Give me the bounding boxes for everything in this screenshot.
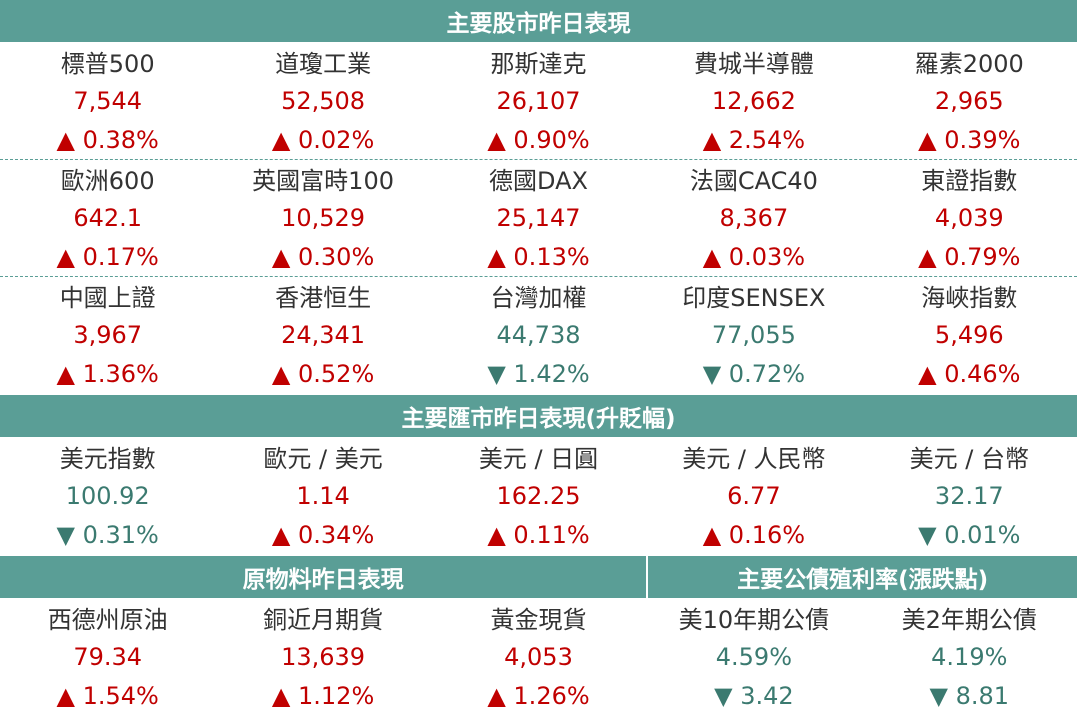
item-change: ▼ 0.01%: [918, 520, 1021, 549]
item-value: 24,341: [281, 320, 366, 349]
item-change: ▼ 8.81: [929, 681, 1010, 710]
item-name: 道瓊工業: [275, 50, 372, 78]
item-change: ▲ 1.54%: [56, 681, 159, 710]
item-value: 1.14: [296, 481, 350, 510]
item-name: 歐洲600: [60, 167, 155, 195]
item-name: 黃金現貨: [490, 606, 587, 634]
item-name: 印度SENSEX: [682, 284, 826, 312]
item-change: ▲ 0.52%: [271, 359, 375, 388]
item-change: ▼ 0.31%: [56, 520, 159, 549]
item-value: 4.59%: [715, 642, 792, 671]
item-name: 東證指數: [921, 167, 1018, 195]
item-value: 3,967: [73, 320, 143, 349]
item-value: 52,508: [281, 86, 366, 115]
item-change: ▲ 0.79%: [918, 242, 1021, 271]
item-name: 美2年期公債: [901, 606, 1037, 634]
item-value: 642.1: [73, 203, 143, 232]
item-change: ▼ 1.42%: [487, 359, 590, 388]
section-header: 原物料昨日表現: [0, 556, 647, 598]
item-value: 32.17: [934, 481, 1004, 510]
item-value: 2,965: [934, 86, 1004, 115]
item-value: 79.34: [73, 642, 143, 671]
item-name: 海峽指數: [921, 284, 1018, 312]
item-name: 西德州原油: [47, 606, 168, 634]
item-name: 標普500: [60, 50, 155, 78]
item-value: 4,039: [934, 203, 1004, 232]
item-change: ▲ 0.16%: [702, 520, 806, 549]
item-value: 4.19%: [931, 642, 1008, 671]
item-name: 美元 / 台幣: [909, 445, 1029, 473]
item-change: ▲ 0.46%: [918, 359, 1021, 388]
item-change: ▲ 2.54%: [702, 125, 806, 154]
item-name: 那斯達克: [490, 50, 587, 78]
item-change: ▲ 0.34%: [271, 520, 375, 549]
item-name: 台灣加權: [490, 284, 587, 312]
item-value: 77,055: [711, 320, 796, 349]
item-name: 德國DAX: [489, 167, 588, 195]
item-change: ▲ 1.36%: [56, 359, 159, 388]
item-change: ▼ 0.72%: [702, 359, 806, 388]
item-name: 美元 / 人民幣: [682, 445, 826, 473]
item-change: ▲ 0.17%: [56, 242, 159, 271]
item-change: ▲ 1.26%: [487, 681, 590, 710]
section-header: 主要匯市昨日表現(升貶幅): [0, 395, 1077, 437]
item-name: 英國富時100: [252, 167, 394, 195]
item-change: ▼ 3.42: [714, 681, 794, 710]
item-value: 44,738: [496, 320, 581, 349]
item-name: 銅近月期貨: [263, 606, 384, 634]
item-value: 100.92: [65, 481, 150, 510]
section-header: 主要公債殖利率(漲跌點): [648, 556, 1077, 598]
item-name: 美元 / 日圓: [478, 445, 599, 473]
item-name: 費城半導體: [693, 50, 814, 78]
item-value: 6.77: [727, 481, 781, 510]
item-value: 4,053: [504, 642, 573, 671]
item-name: 美元指數: [59, 445, 156, 473]
divider: [0, 276, 1077, 277]
item-name: 歐元 / 美元: [263, 445, 383, 473]
item-value: 25,147: [496, 203, 581, 232]
item-name: 法國CAC40: [689, 167, 818, 195]
item-change: ▲ 0.02%: [271, 125, 375, 154]
item-name: 香港恒生: [275, 284, 372, 312]
section-header: 主要股市昨日表現: [0, 0, 1077, 42]
item-change: ▲ 0.39%: [918, 125, 1021, 154]
item-change: ▲ 0.38%: [56, 125, 159, 154]
item-value: 8,367: [719, 203, 789, 232]
item-name: 美10年期公債: [678, 606, 830, 634]
item-value: 26,107: [496, 86, 581, 115]
item-value: 162.25: [496, 481, 581, 510]
item-value: 7,544: [73, 86, 143, 115]
item-change: ▲ 0.11%: [487, 520, 590, 549]
item-value: 13,639: [281, 642, 366, 671]
item-value: 12,662: [711, 86, 796, 115]
divider: [0, 159, 1077, 160]
item-change: ▲ 0.90%: [487, 125, 590, 154]
item-change: ▲ 0.03%: [702, 242, 806, 271]
item-change: ▲ 0.30%: [271, 242, 375, 271]
item-name: 中國上證: [59, 284, 156, 312]
item-value: 5,496: [934, 320, 1004, 349]
item-name: 羅素2000: [914, 50, 1024, 78]
item-change: ▲ 0.13%: [487, 242, 590, 271]
item-change: ▲ 1.12%: [271, 681, 375, 710]
item-value: 10,529: [281, 203, 366, 232]
